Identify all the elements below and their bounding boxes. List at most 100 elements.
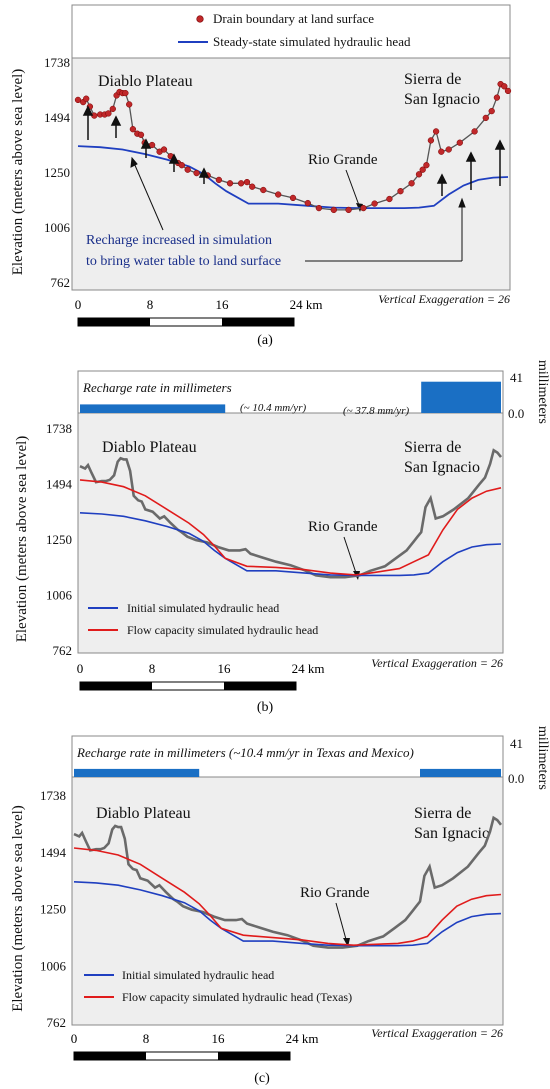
drain-point	[260, 186, 267, 194]
x-tick-label: 24 km	[286, 1031, 319, 1046]
x-tick-label: 0	[71, 1031, 78, 1046]
place-label-sierra-1: Sierra de	[414, 805, 471, 822]
drain-point	[275, 191, 282, 198]
x-tick-label: 24 km	[290, 297, 323, 312]
drain-point	[504, 87, 512, 95]
panel-c-plot-bg	[71, 776, 504, 1026]
scale-bar-black-1	[80, 682, 152, 690]
panel-b-recharge-high: (~ 37.8 mm/yr)	[343, 405, 409, 417]
rio-pointer	[343, 536, 358, 577]
place-label-diablo: Diablo Plateau	[96, 805, 191, 822]
panel-c-recharge-title: Recharge rate in millimeters (~10.4 mm/y…	[76, 745, 414, 760]
series-initial-head	[79, 512, 502, 577]
place-label-sierra-2: San Ignacio	[404, 91, 480, 108]
panel-a-vertical-exaggeration: Vertical Exaggeration = 26	[378, 292, 510, 306]
legend-drain-label: Drain boundary at land surface	[213, 11, 374, 26]
x-tick-label: 8	[147, 297, 154, 312]
drain-point	[397, 188, 404, 195]
drain-point	[501, 83, 508, 90]
y-tick-label: 1494	[44, 110, 71, 125]
legend-initial-label: Initial simulated hydraulic head	[122, 968, 274, 982]
panel-a-chart: 1738 1494 1250 1006 762 Elevation (meters abo…	[10, 55, 512, 290]
drain-point	[226, 180, 234, 187]
panel-c-chart: 1738 1494 1250 1006 762 Elevation (meters abo…	[10, 768, 503, 1030]
drain-point	[178, 162, 185, 169]
drain-point	[415, 171, 423, 178]
scale-bar-black-2	[224, 682, 296, 690]
drain-point	[304, 199, 311, 207]
series-flow-capacity-head	[79, 479, 502, 576]
drain-point	[315, 204, 323, 212]
recharge-bar	[80, 404, 226, 413]
panel-b-recharge-low: (~ 10.4 mm/yr)	[240, 402, 306, 414]
panel-a-x-axis: 0 8 16 24 km	[75, 297, 323, 327]
rio-pointer	[345, 169, 361, 209]
panel-b-recharge-tick-top: 41	[510, 370, 523, 385]
panel-b-plot-bg	[77, 412, 504, 654]
place-label-rio: Rio Grande	[308, 152, 378, 168]
drain-point	[423, 162, 430, 169]
y-axis-label: Elevation (meters above sea level)	[10, 805, 26, 1012]
drain-point	[74, 96, 82, 104]
drain-point	[493, 94, 501, 101]
panel-c-recharge-axis-label: millimeters	[535, 726, 550, 790]
drain-point	[109, 105, 116, 113]
drain-point	[419, 166, 426, 173]
x-tick-label: 24 km	[292, 661, 325, 676]
drain-point	[129, 126, 137, 133]
x-tick-label: 16	[212, 1031, 226, 1046]
recharge-bar	[421, 381, 501, 413]
drain-point	[193, 169, 200, 177]
y-tick-label: 1738	[40, 788, 66, 803]
legend-drain-marker	[196, 15, 204, 23]
y-tick-label: 1006	[40, 958, 67, 973]
panel-a-plot-bg	[71, 57, 511, 291]
series-initial-head	[73, 881, 502, 947]
y-axis-label: Elevation (meters above sea level)	[14, 436, 30, 643]
x-tick-label: 0	[77, 661, 84, 676]
drain-point	[105, 110, 112, 117]
drain-point	[330, 206, 337, 214]
drain-point	[243, 178, 251, 186]
scale-bar-black-2	[218, 1052, 290, 1060]
panel-c-vertical-exaggeration: Vertical Exaggeration = 26	[371, 1026, 503, 1040]
drain-point	[345, 206, 352, 214]
drain-point	[371, 200, 378, 207]
drain-point	[126, 101, 133, 108]
legend-initial-label: Initial simulated hydraulic head	[127, 601, 279, 615]
drain-point	[386, 195, 393, 203]
panel-b-chart: 1738 1494 1250 1006 762 Elevation (meters abo…	[14, 381, 503, 658]
land-surface-line	[73, 815, 503, 949]
y-tick-label: 1006	[44, 220, 71, 235]
y-tick-label: 1250	[40, 902, 66, 917]
y-tick-label: 1738	[44, 55, 70, 70]
annotation-line-1: Recharge increased in simulation	[86, 233, 272, 248]
legend-flow-label: Flow capacity simulated hydraulic head (…	[122, 990, 352, 1004]
drain-point	[137, 131, 145, 138]
recharge-bar	[74, 768, 200, 777]
place-label-sierra-1: Sierra de	[404, 71, 461, 88]
y-tick-label: 1494	[46, 477, 73, 492]
place-label-sierra-2: San Ignacio	[414, 825, 490, 842]
scale-bar-black-2	[222, 318, 294, 326]
x-tick-label: 8	[143, 1031, 150, 1046]
panel-c-recharge-tick-bottom: 0.0	[508, 771, 524, 786]
drain-point	[471, 128, 478, 135]
legend-flow-label: Flow capacity simulated hydraulic head	[127, 623, 318, 637]
x-tick-label: 8	[149, 661, 156, 676]
panel-b-label: (b)	[257, 700, 274, 715]
panel-c-label: (c)	[254, 1071, 270, 1086]
x-tick-label: 16	[216, 297, 230, 312]
series-flow-capacity-head	[73, 847, 502, 947]
y-tick-label: 1250	[44, 165, 70, 180]
panel-b-recharge-tick-bottom: 0.0	[508, 406, 524, 421]
y-tick-label: 762	[51, 275, 71, 290]
y-tick-label: 762	[47, 1015, 67, 1030]
place-label-diablo: Diablo Plateau	[102, 439, 197, 456]
y-tick-label: 1494	[40, 845, 67, 860]
drain-point	[456, 139, 463, 146]
annotation-pointers	[130, 156, 466, 262]
drain-point	[160, 146, 168, 153]
place-label-rio: Rio Grande	[300, 885, 370, 901]
place-label-sierra-2: San Ignacio	[404, 459, 480, 476]
